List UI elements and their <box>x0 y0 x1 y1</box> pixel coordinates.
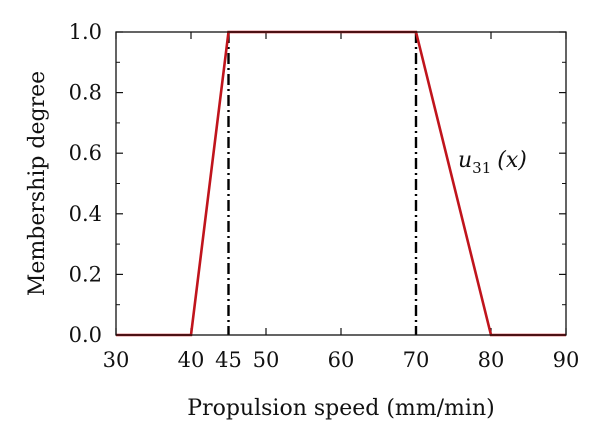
x-tick-label: 30 <box>103 348 130 372</box>
x-tick-label: 90 <box>553 348 580 372</box>
tick-labels: 0.0 0.2 0.4 0.6 0.8 1.0 30 40 45 50 60 70 80 90 <box>69 20 580 372</box>
annotation-subscript: 31 <box>472 159 491 177</box>
y-tick-label: 0.8 <box>69 81 102 105</box>
x-tick-label: 60 <box>328 348 355 372</box>
membership-curve <box>116 30 566 337</box>
reference-lines <box>227 32 418 335</box>
x-tick-label: 80 <box>478 348 505 372</box>
x-tick-label: 50 <box>253 348 280 372</box>
y-tick-label: 1.0 <box>69 20 102 44</box>
series-layer <box>116 30 566 337</box>
annotation-symbol: u <box>458 148 472 173</box>
y-tick-label: 0.6 <box>69 141 102 165</box>
curve-annotation: u31 (x) <box>458 148 527 177</box>
y-tick-label: 0.2 <box>69 262 102 286</box>
x-tick-label: 40 <box>178 348 205 372</box>
y-tick-label: 0.4 <box>69 202 102 226</box>
y-tick-label: 0.0 <box>69 323 102 347</box>
plot-frame <box>115 31 567 336</box>
annotation-argument: (x) <box>497 148 527 173</box>
x-tick-label: 45 <box>215 348 242 372</box>
x-tick-label: 70 <box>403 348 430 372</box>
x-axis-title: Propulsion speed (mm/min) <box>187 396 494 421</box>
ticks-layer <box>115 31 567 336</box>
y-axis-title: Membership degree <box>25 71 50 296</box>
